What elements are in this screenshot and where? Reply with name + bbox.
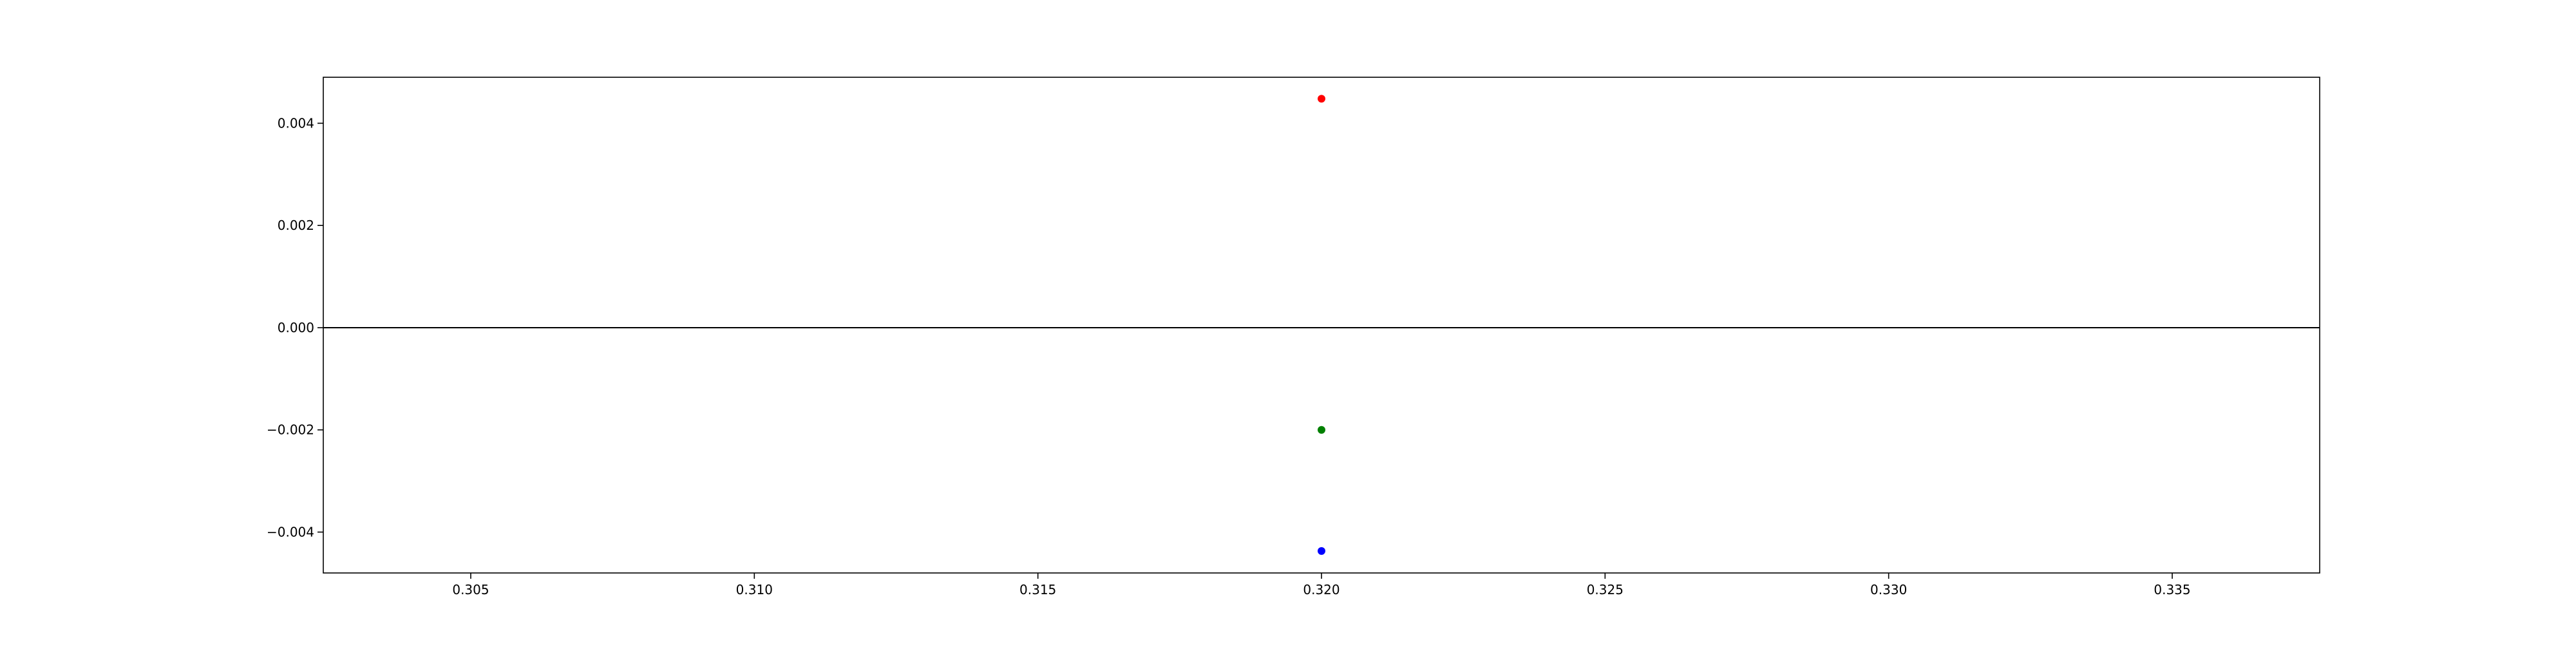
x-axis-ticks: 0.305 0.310 0.315 0.320 0.325 0.330 0.335 bbox=[452, 573, 2191, 597]
x-tick-label: 0.335 bbox=[2154, 582, 2190, 597]
data-point bbox=[1318, 426, 1325, 434]
data-point bbox=[1318, 547, 1325, 555]
y-axis-ticks: −0.004 −0.002 0.000 0.002 0.004 bbox=[267, 115, 323, 539]
y-tick-label: −0.002 bbox=[267, 422, 314, 438]
y-tick-label: 0.000 bbox=[278, 320, 314, 335]
plot-frame bbox=[323, 77, 2320, 574]
plot-area bbox=[323, 77, 2320, 573]
data-points bbox=[1318, 95, 1325, 555]
data-point bbox=[1318, 95, 1325, 103]
x-tick-label: 0.305 bbox=[452, 582, 489, 597]
x-tick-label: 0.310 bbox=[736, 582, 773, 597]
x-tick-label: 0.330 bbox=[1870, 582, 1907, 597]
x-tick-label: 0.325 bbox=[1587, 582, 1624, 597]
x-tick-label: 0.320 bbox=[1303, 582, 1340, 597]
y-tick-label: −0.004 bbox=[267, 524, 314, 539]
x-tick-label: 0.315 bbox=[1019, 582, 1056, 597]
y-tick-label: 0.004 bbox=[278, 115, 314, 131]
y-tick-label: 0.002 bbox=[278, 218, 314, 233]
